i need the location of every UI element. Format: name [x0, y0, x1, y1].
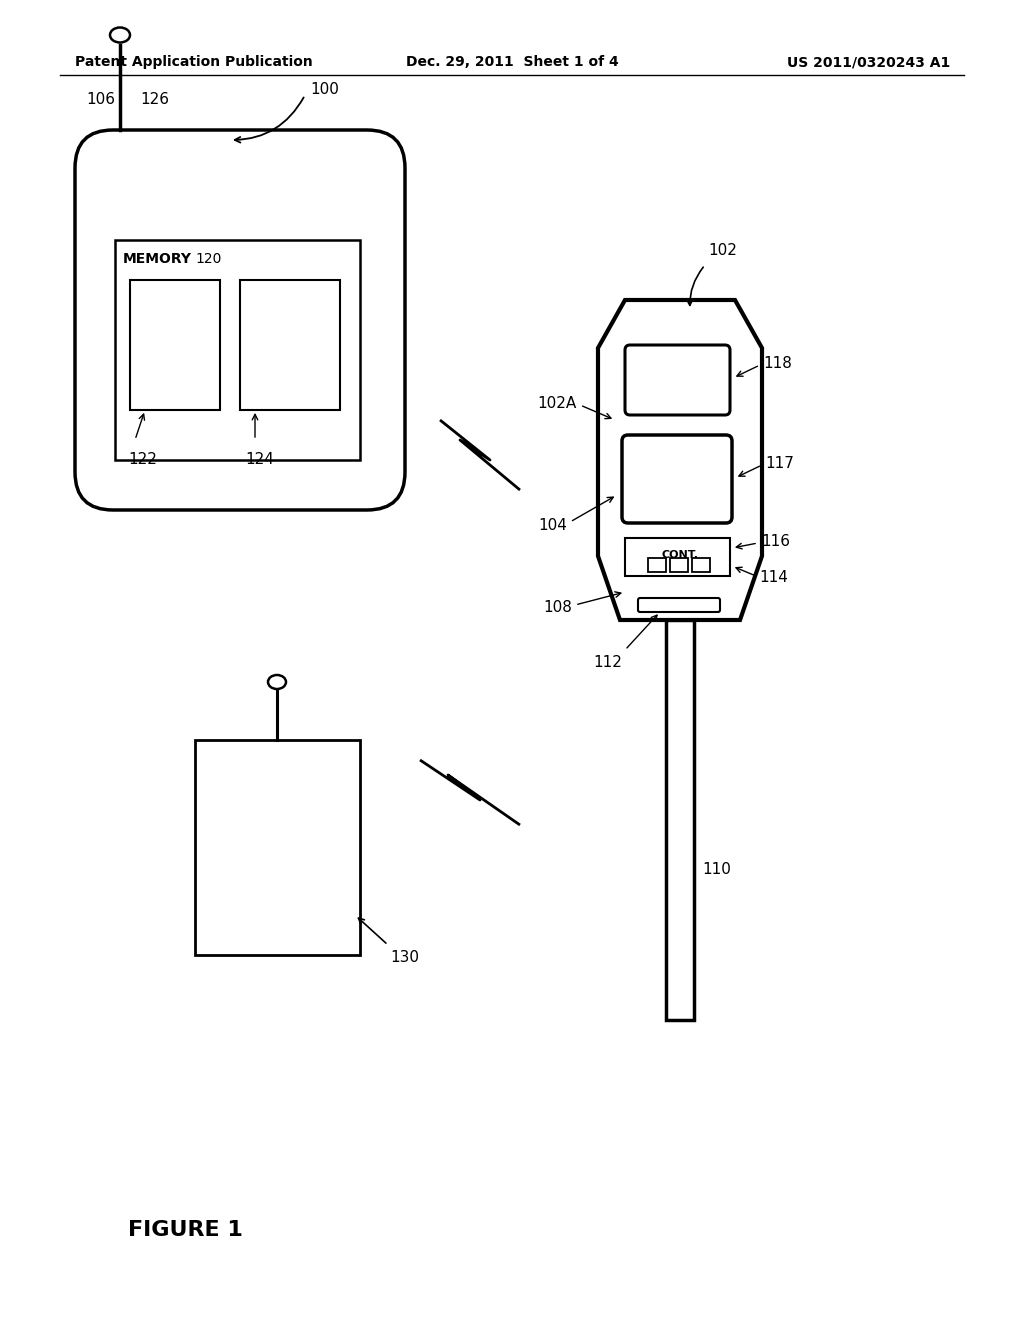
- Text: 102A: 102A: [538, 396, 577, 411]
- Bar: [648, 558, 666, 572]
- Text: FIGURE 1: FIGURE 1: [128, 1220, 243, 1239]
- Text: CONT.: CONT.: [662, 550, 698, 560]
- Text: 122: 122: [128, 451, 157, 467]
- Text: 110: 110: [702, 862, 731, 878]
- FancyBboxPatch shape: [638, 598, 720, 612]
- Text: 116: 116: [761, 533, 790, 549]
- Text: Dec. 29, 2011  Sheet 1 of 4: Dec. 29, 2011 Sheet 1 of 4: [406, 55, 618, 69]
- Ellipse shape: [268, 675, 286, 689]
- FancyBboxPatch shape: [625, 345, 730, 414]
- Bar: [692, 558, 710, 572]
- Text: 108: 108: [543, 599, 572, 615]
- Bar: [195, 741, 360, 954]
- Text: 100: 100: [310, 82, 339, 98]
- Bar: [666, 620, 694, 1020]
- Text: 130: 130: [390, 950, 419, 965]
- Text: 120: 120: [195, 252, 221, 267]
- Text: 118: 118: [763, 355, 792, 371]
- Bar: [625, 539, 730, 576]
- Polygon shape: [598, 300, 762, 620]
- Bar: [115, 240, 360, 459]
- Text: Patent Application Publication: Patent Application Publication: [75, 55, 312, 69]
- Text: 102: 102: [708, 243, 737, 257]
- Text: WEB
BROWSER: WEB BROWSER: [255, 325, 326, 355]
- Text: 112: 112: [593, 655, 622, 671]
- Text: 124: 124: [245, 451, 273, 467]
- Text: 106: 106: [86, 92, 115, 107]
- Text: US 2011/0320243 A1: US 2011/0320243 A1: [786, 55, 950, 69]
- FancyBboxPatch shape: [622, 436, 732, 523]
- Text: 104: 104: [539, 517, 567, 532]
- Bar: [670, 558, 688, 572]
- Bar: [130, 280, 220, 411]
- Text: 114: 114: [759, 570, 787, 586]
- Text: 126: 126: [140, 92, 169, 107]
- Text: 117: 117: [765, 455, 794, 470]
- Text: WALLET
APP: WALLET APP: [147, 325, 203, 355]
- Bar: [240, 280, 340, 411]
- Text: MEMORY: MEMORY: [123, 252, 193, 267]
- FancyBboxPatch shape: [75, 129, 406, 510]
- Ellipse shape: [110, 28, 130, 42]
